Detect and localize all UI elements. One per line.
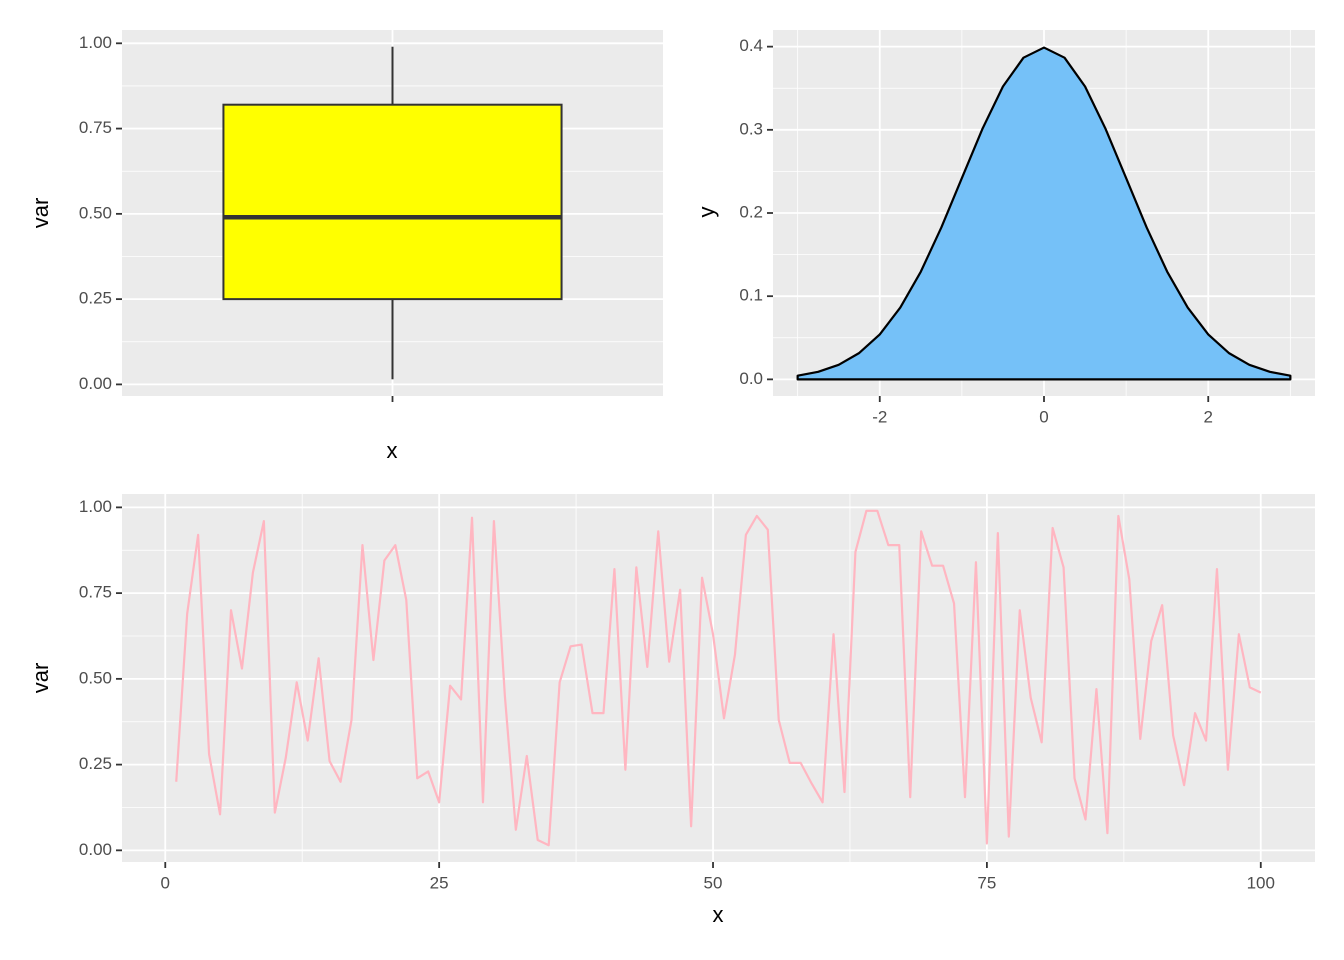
y-tick-label: 0.25	[79, 754, 112, 773]
x-axis-title: x	[713, 902, 724, 927]
y-tick-label: 0.00	[79, 374, 112, 393]
y-tick-label: 1.00	[79, 33, 112, 52]
y-tick-label: 0.50	[79, 203, 112, 222]
y-tick-label: 0.4	[739, 36, 763, 55]
box	[222, 103, 563, 301]
y-tick-label: 0.00	[79, 840, 112, 859]
x-tick-label: 25	[430, 873, 449, 892]
data-line	[175, 509, 1262, 847]
x-tick-label: 75	[977, 873, 996, 892]
y-tick-label: 0.75	[79, 118, 112, 137]
x-tick-label: 2	[1204, 407, 1213, 426]
x-tick-label: 0	[161, 873, 170, 892]
density-area	[796, 46, 1292, 381]
y-tick-label: 0.0	[739, 369, 763, 388]
x-tick-label: -2	[872, 407, 887, 426]
y-tick-label: 0.1	[739, 286, 763, 305]
x-tick-label: 0	[1039, 407, 1048, 426]
y-tick-label: 0.25	[79, 289, 112, 308]
y-tick-label: 0.2	[739, 202, 763, 221]
x-axis-title: x	[387, 438, 398, 463]
y-tick-label: 0.3	[739, 119, 763, 138]
y-tick-label: 0.50	[79, 668, 112, 687]
x-tick-label: 50	[704, 873, 723, 892]
y-axis-title: var	[28, 663, 53, 694]
y-axis-title: y	[694, 207, 719, 218]
x-tick-label: 100	[1247, 873, 1275, 892]
y-tick-label: 0.75	[79, 583, 112, 602]
y-tick-label: 1.00	[79, 497, 112, 516]
y-axis-title: var	[28, 198, 53, 229]
